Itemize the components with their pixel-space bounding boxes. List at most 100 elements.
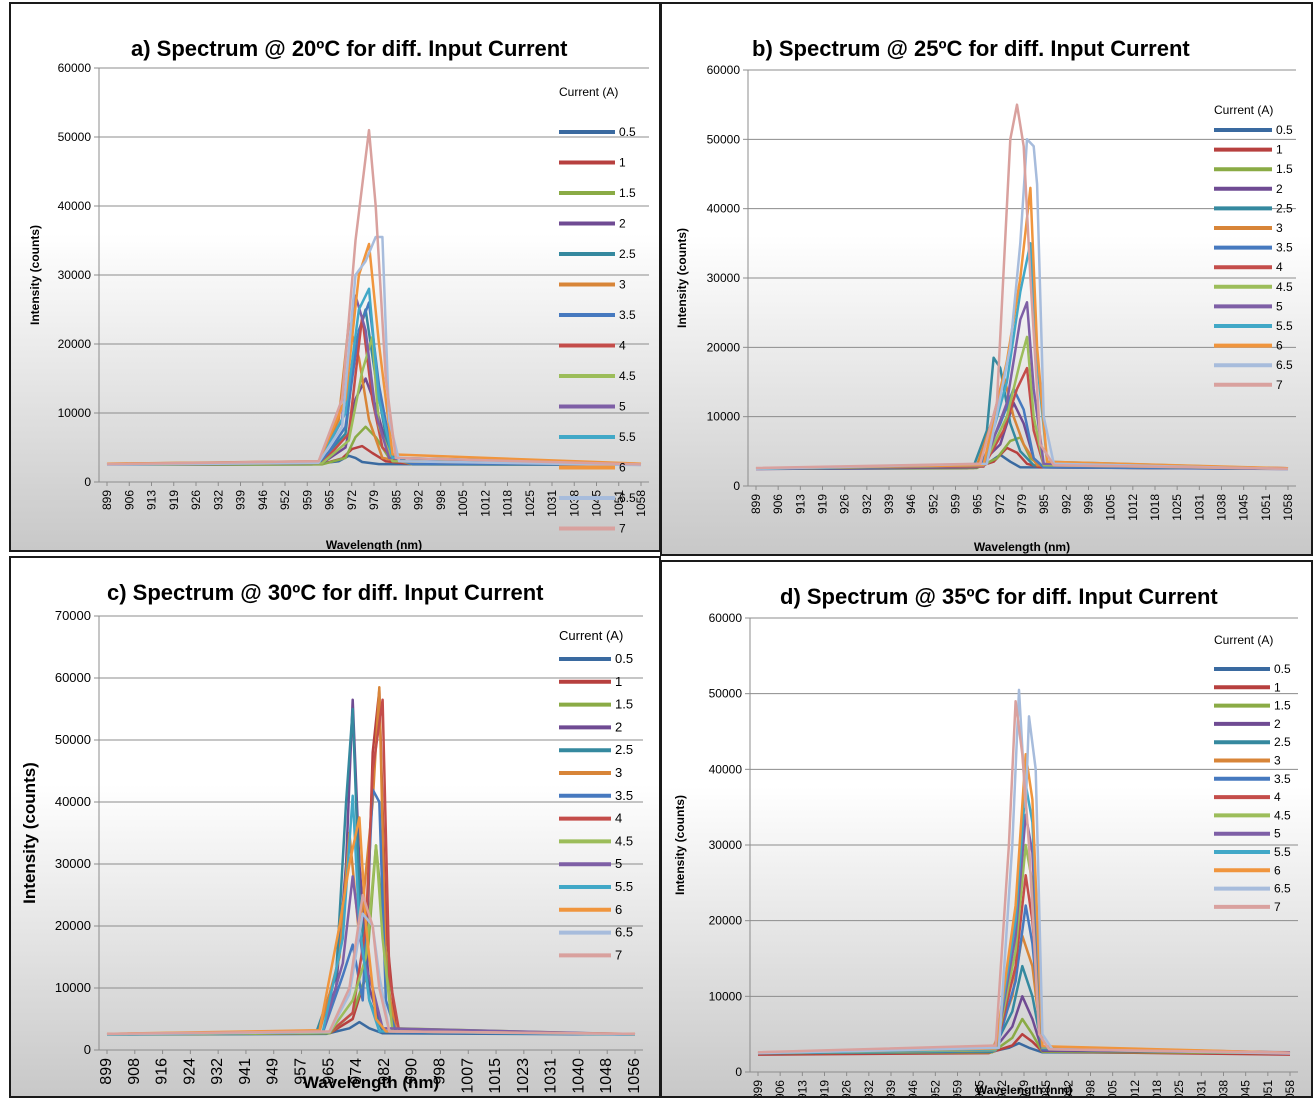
y-tick-label: 60000 [709,611,743,625]
x-tick-label: 957 [293,1058,310,1085]
chart-panel-a: a) Spectrum @ 20ºC for diff. Input Curre… [9,2,661,552]
x-tick-label: 952 [278,490,292,510]
legend-entry: 4 [1276,260,1283,274]
legend-entry: 3.5 [615,788,633,803]
x-tick-label: 919 [818,1080,832,1098]
legend-entry: 1.5 [615,697,633,712]
x-tick-label: 965 [973,1080,987,1098]
x-tick-label: 998 [434,490,448,510]
y-tick-label: 30000 [55,856,91,871]
chart-b: b) Spectrum @ 25ºC for diff. Input Curre… [675,36,1296,554]
x-tick-label: 908 [126,1058,143,1085]
legend-entry: 2 [619,217,626,231]
legend-title: Current (A) [559,85,618,99]
x-tick-label: 959 [949,494,963,514]
y-tick-label: 30000 [707,271,741,285]
y-tick-label: 10000 [707,410,741,424]
chart-title: b) Spectrum @ 25ºC for diff. Input Curre… [752,36,1190,61]
legend-entry: 4.5 [1274,808,1291,822]
x-tick-label: 985 [1039,1080,1053,1098]
y-tick-label: 60000 [707,63,741,77]
x-tick-label: 1045 [590,490,604,517]
x-tick-label: 1012 [1126,494,1140,521]
y-axis-label: Intensity (counts) [675,228,689,328]
x-tick-label: 932 [862,1080,876,1098]
y-tick-label: 50000 [58,130,92,144]
y-tick-label: 0 [733,479,740,493]
y-axis-label: Intensity (counts) [28,225,42,325]
x-tick-label: 932 [860,494,874,514]
chart-a: a) Spectrum @ 20ºC for diff. Input Curre… [28,36,649,552]
x-tick-label: 1058 [634,490,648,517]
series-line-2 [757,995,1291,1054]
x-tick-label: 1058 [1283,1080,1297,1098]
y-tick-label: 60000 [58,61,92,75]
y-axis-label: Intensity (counts) [673,795,687,895]
chart-panel-b: b) Spectrum @ 25ºC for diff. Input Curre… [660,2,1313,556]
legend-entry: 4.5 [619,369,636,383]
legend-entry: 1.5 [619,186,636,200]
x-tick-label: 1018 [501,490,515,517]
legend-entry: 6 [615,902,622,917]
x-tick-label: 939 [884,1080,898,1098]
x-tick-label: 913 [793,494,807,514]
x-tick-label: 1051 [612,490,626,517]
series-line-2.5 [757,964,1291,1055]
series-line-4.5 [755,335,1289,470]
y-tick-label: 40000 [58,199,92,213]
x-tick-label: 906 [773,1080,787,1098]
x-tick-label: 998 [431,1058,448,1085]
y-tick-label: 0 [84,475,91,489]
chart-title: c) Spectrum @ 30ºC for diff. Input Curre… [107,580,544,605]
legend-entry: 5 [619,400,626,414]
series-line-7 [106,893,636,1036]
x-tick-label: 924 [181,1058,198,1085]
x-tick-label: 974 [348,1058,365,1085]
chart-title: d) Spectrum @ 35ºC for diff. Input Curre… [780,584,1218,609]
x-tick-label: 926 [189,490,203,510]
legend-entry: 3 [1274,754,1281,768]
y-tick-label: 20000 [709,914,743,928]
legend-entry: 4.5 [615,833,633,848]
x-tick-label: 1012 [1128,1080,1142,1098]
x-tick-label: 1048 [598,1058,615,1094]
legend-entry: 7 [619,522,626,536]
legend-entry: 5 [615,856,622,871]
legend-entry: 4 [619,339,626,353]
x-tick-label: 1005 [1106,1080,1120,1098]
x-tick-label: 932 [209,1058,226,1085]
series-line-7 [755,103,1289,470]
x-axis-label: Wavelength (nm) [303,1073,439,1092]
x-tick-label: 952 [926,494,940,514]
chart-panel-c: c) Spectrum @ 30ºC for diff. Input Curre… [9,556,661,1098]
x-tick-label: 1038 [1217,1080,1231,1098]
legend-title: Current (A) [559,628,623,643]
series-line-7 [106,128,642,466]
chart-d: d) Spectrum @ 35ºC for diff. Input Curre… [673,584,1298,1098]
legend-entry: 1 [1274,680,1281,694]
legend-entry: 3 [615,765,622,780]
legend-entry: 6.5 [1274,882,1291,896]
legend-entry: 6.5 [1276,358,1293,372]
legend-entry: 3 [1276,221,1283,235]
x-axis-label: Wavelength (nm) [326,538,422,552]
x-tick-label: 992 [1061,1080,1075,1098]
legend-entry: 5.5 [619,430,636,444]
x-tick-label: 926 [838,494,852,514]
y-tick-label: 50000 [707,132,741,146]
x-tick-label: 985 [1037,494,1051,514]
y-tick-label: 50000 [55,732,91,747]
legend-entry: 2 [615,719,622,734]
series-line-2.5 [755,356,1289,470]
x-axis-label: Wavelength (nm) [976,1083,1072,1097]
series-line-3.5 [755,387,1289,470]
series-line-4 [757,874,1291,1054]
legend-title: Current (A) [1214,633,1273,647]
legend-entry: 2 [1276,182,1283,196]
x-tick-label: 1012 [478,490,492,517]
x-tick-label: 979 [367,490,381,510]
x-tick-label: 916 [154,1058,171,1085]
legend-entry: 7 [615,947,622,962]
legend-entry: 1 [619,156,626,170]
legend-entry: 6 [619,461,626,475]
